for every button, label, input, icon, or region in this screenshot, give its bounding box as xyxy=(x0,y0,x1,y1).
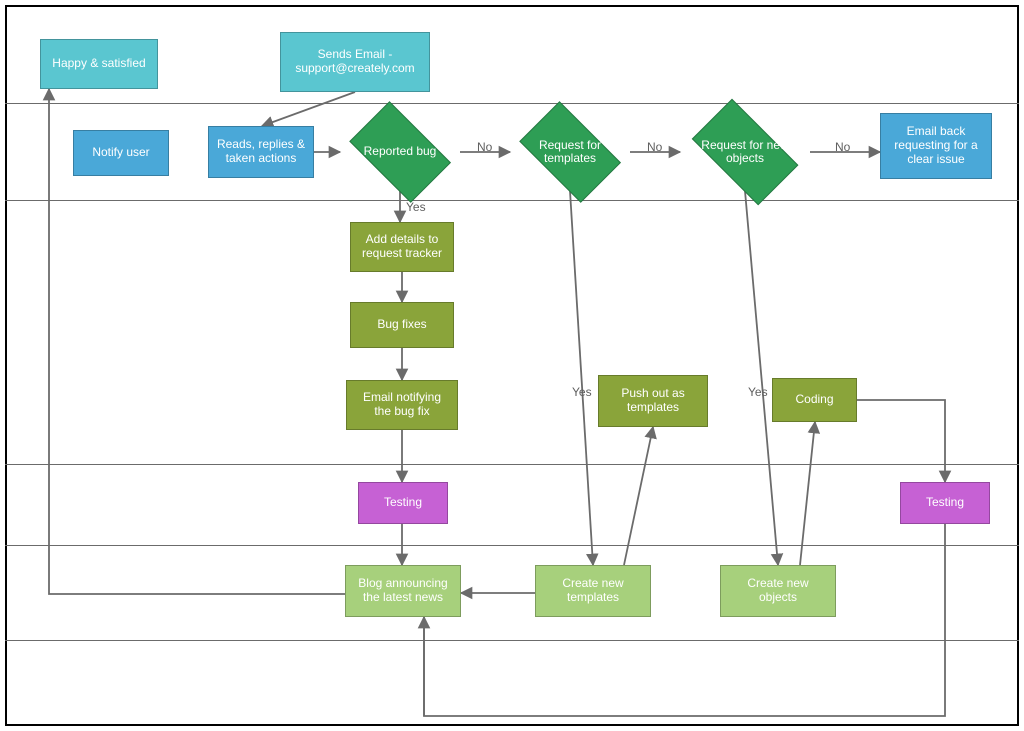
node-blog: Blog announcing the latest news xyxy=(345,565,461,617)
decision-reqObj: Request for new objects xyxy=(680,113,810,191)
edge-label: No xyxy=(647,140,662,154)
node-bugfix: Bug fixes xyxy=(350,302,454,348)
swimlane-divider xyxy=(5,545,1019,546)
decision-reqTmpl: Request for templates xyxy=(510,113,630,191)
decision-reported: Reported bug xyxy=(340,113,460,191)
node-label: Push out as templates xyxy=(605,387,701,415)
node-label: Add details to request tracker xyxy=(357,233,447,261)
node-reads: Reads, replies & taken actions xyxy=(208,126,314,178)
node-label: Create new templates xyxy=(542,577,644,605)
edge-label: No xyxy=(477,140,492,154)
node-label: Bug fixes xyxy=(377,318,426,332)
node-testR: Testing xyxy=(900,482,990,524)
node-label: Happy & satisfied xyxy=(52,57,145,71)
node-coding: Coding xyxy=(772,378,857,422)
node-label: Coding xyxy=(795,393,833,407)
node-label: Notify user xyxy=(92,146,149,160)
swimlane-divider xyxy=(5,640,1019,641)
swimlane-divider xyxy=(5,464,1019,465)
node-testL: Testing xyxy=(358,482,448,524)
node-label: Reported bug xyxy=(340,113,460,191)
node-emailNot: Email notifying the bug fix xyxy=(346,380,458,430)
edge-label: No xyxy=(835,140,850,154)
swimlane-divider xyxy=(5,103,1019,104)
swimlane-divider xyxy=(5,200,1019,201)
node-newObj: Create new objects xyxy=(720,565,836,617)
node-label: Create new objects xyxy=(727,577,829,605)
node-newTmpl: Create new templates xyxy=(535,565,651,617)
node-label: Request for templates xyxy=(510,113,630,191)
node-label: Reads, replies & taken actions xyxy=(215,138,307,166)
node-pushTmpl: Push out as templates xyxy=(598,375,708,427)
node-label: Testing xyxy=(926,496,964,510)
edge-label: Yes xyxy=(748,385,768,399)
node-happy: Happy & satisfied xyxy=(40,39,158,89)
node-sendEmail: Sends Email - support@creately.com xyxy=(280,32,430,92)
node-addDet: Add details to request tracker xyxy=(350,222,454,272)
flowchart-canvas: NoNoNoYesYesYesHappy & satisfiedSends Em… xyxy=(0,0,1024,731)
node-emailBack: Email back requesting for a clear issue xyxy=(880,113,992,179)
node-label: Blog announcing the latest news xyxy=(352,577,454,605)
edge-label: Yes xyxy=(572,385,592,399)
node-label: Email back requesting for a clear issue xyxy=(887,125,985,166)
node-label: Email notifying the bug fix xyxy=(353,391,451,419)
node-label: Testing xyxy=(384,496,422,510)
node-label: Sends Email - support@creately.com xyxy=(287,48,423,76)
node-label: Request for new objects xyxy=(680,113,810,191)
node-notify: Notify user xyxy=(73,130,169,176)
